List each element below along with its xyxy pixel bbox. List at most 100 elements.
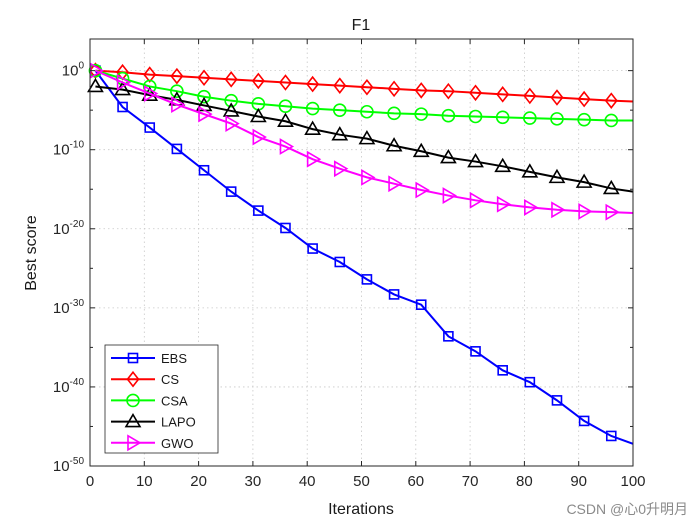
series-point-ebs [551, 395, 563, 406]
series-point-ebs [171, 143, 183, 155]
series-point-gwo [578, 202, 593, 220]
series-point-lapo [331, 126, 349, 141]
series-point-cs [414, 82, 428, 99]
series-line-csa [95, 69, 633, 122]
legend-marker-cs [126, 370, 140, 388]
series-point-csa [441, 108, 456, 123]
series-point-csa [170, 84, 184, 98]
series-layer [87, 62, 634, 445]
series-point-gwo [524, 199, 539, 216]
series-point-cs [577, 90, 591, 108]
series-point-cs [143, 66, 157, 83]
series-point-ebs [280, 222, 291, 234]
legend-box [104, 344, 219, 454]
series-point-ebs [253, 205, 264, 216]
series-point-csa [604, 113, 619, 128]
series-point-lapo [548, 168, 566, 184]
legend-marker-lapo [124, 413, 142, 428]
series-point-lapo [575, 173, 593, 188]
series-point-lapo [87, 77, 104, 93]
series-point-gwo [469, 191, 485, 209]
series-point-cs [360, 78, 374, 96]
x-tick-label: 80 [516, 473, 533, 490]
series-point-lapo [602, 179, 620, 195]
series-point-csa [224, 93, 238, 108]
series-point-gwo [551, 201, 566, 219]
series-point-ebs [415, 299, 427, 310]
axis-ticks: 0 10 20 30 40 50 60 70 80 90 100 100 10-10 10-20 10-30… [53, 39, 646, 490]
x-tick-label: 10 [136, 473, 153, 490]
series-csa [88, 63, 633, 128]
series-point-ebs [524, 376, 536, 388]
x-tick-label: 30 [245, 473, 262, 490]
x-tick-label: 40 [299, 473, 316, 490]
series-point-csa [332, 103, 347, 117]
x-tick-label: 70 [462, 473, 479, 490]
series-point-ebs [334, 256, 346, 268]
series-point-cs [441, 82, 455, 100]
series-point-csa [387, 106, 401, 121]
series-point-ebs [198, 164, 210, 176]
series-point-cs [170, 67, 184, 85]
legend-marker-ebs [127, 352, 139, 364]
legend-item-gwo: GWO [111, 434, 194, 452]
series-point-csa [550, 112, 564, 126]
series-point-ebs [497, 365, 508, 376]
legend-item-cs: CS [111, 370, 179, 388]
series-point-gwo [116, 74, 132, 91]
series-point-ebs [605, 430, 617, 442]
x-axis-label: Iterations [328, 501, 394, 518]
series-line-ebs [94, 70, 634, 445]
series-point-ebs [117, 101, 128, 113]
series-point-gwo [225, 115, 240, 133]
y-tick-label: 10-30 [53, 298, 85, 317]
series-point-lapo [358, 130, 376, 145]
series-point-lapo [304, 120, 322, 135]
legend-label-ebs: EBS [161, 351, 187, 366]
series-point-lapo [412, 142, 430, 158]
legend-item-lapo: LAPO [111, 413, 196, 430]
legend-marker-gwo [127, 434, 142, 452]
series-point-gwo [361, 168, 376, 186]
series-point-gwo [442, 187, 457, 204]
series-point-gwo [415, 181, 430, 199]
series-point-gwo [171, 96, 186, 114]
chart-title: F1 [352, 17, 371, 34]
series-point-cs [496, 86, 510, 103]
x-tick-label: 100 [620, 473, 645, 490]
series-point-cs [306, 75, 320, 93]
series-point-gwo [252, 128, 267, 146]
y-tick-label: 10-20 [53, 219, 85, 238]
series-point-gwo [496, 195, 512, 213]
x-tick-label: 90 [570, 473, 587, 490]
series-point-csa [115, 71, 130, 86]
y-tick-label: 10-10 [53, 140, 85, 159]
series-point-cs [604, 92, 618, 109]
series-line-lapo [95, 85, 634, 193]
series-point-ebs [307, 243, 318, 254]
x-tick-label: 0 [86, 473, 94, 490]
series-point-lapo [385, 137, 403, 152]
series-point-gwo [306, 150, 322, 168]
series-point-gwo [279, 138, 295, 155]
series-point-csa [142, 79, 157, 94]
watermark: CSDN @心0升明月 [566, 501, 688, 517]
series-point-gwo [333, 160, 349, 178]
series-point-gwo [143, 85, 159, 102]
series-cs [88, 62, 634, 109]
series-point-csa [305, 101, 320, 116]
series-point-csa [197, 89, 211, 104]
series-point-lapo [222, 102, 240, 117]
series-point-cs [333, 77, 347, 94]
series-line-gwo [95, 69, 634, 214]
series-point-gwo [605, 203, 620, 221]
series-point-cs [197, 69, 211, 87]
series-point-lapo [277, 112, 294, 128]
series-point-csa [495, 110, 510, 125]
series-point-lapo [467, 152, 484, 168]
series-point-ebs [388, 289, 400, 300]
y-tick-label: 10-50 [53, 456, 85, 475]
series-point-lapo [249, 107, 267, 123]
series-point-cs [278, 74, 292, 91]
series-point-ebs [470, 346, 481, 357]
